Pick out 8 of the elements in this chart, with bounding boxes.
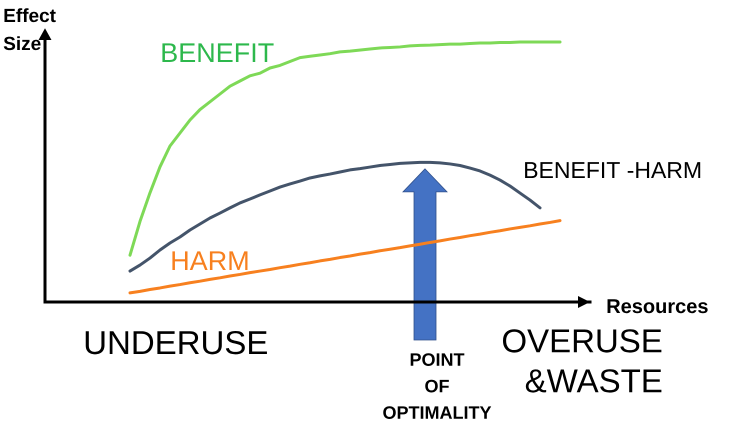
series-label: BENEFIT -HARM — [525, 162, 700, 178]
series-label: HARM — [172, 251, 248, 270]
text: UNDERUSE — [86, 330, 267, 354]
x-axis-title: Resources — [608, 299, 708, 314]
series-label: BENEFIT — [162, 43, 274, 62]
text: OVERUSE &WASTE — [503, 329, 662, 393]
y-axis-title: Effect Size — [4, 8, 56, 50]
text: POINT OF OPTIMALITY — [383, 353, 492, 419]
